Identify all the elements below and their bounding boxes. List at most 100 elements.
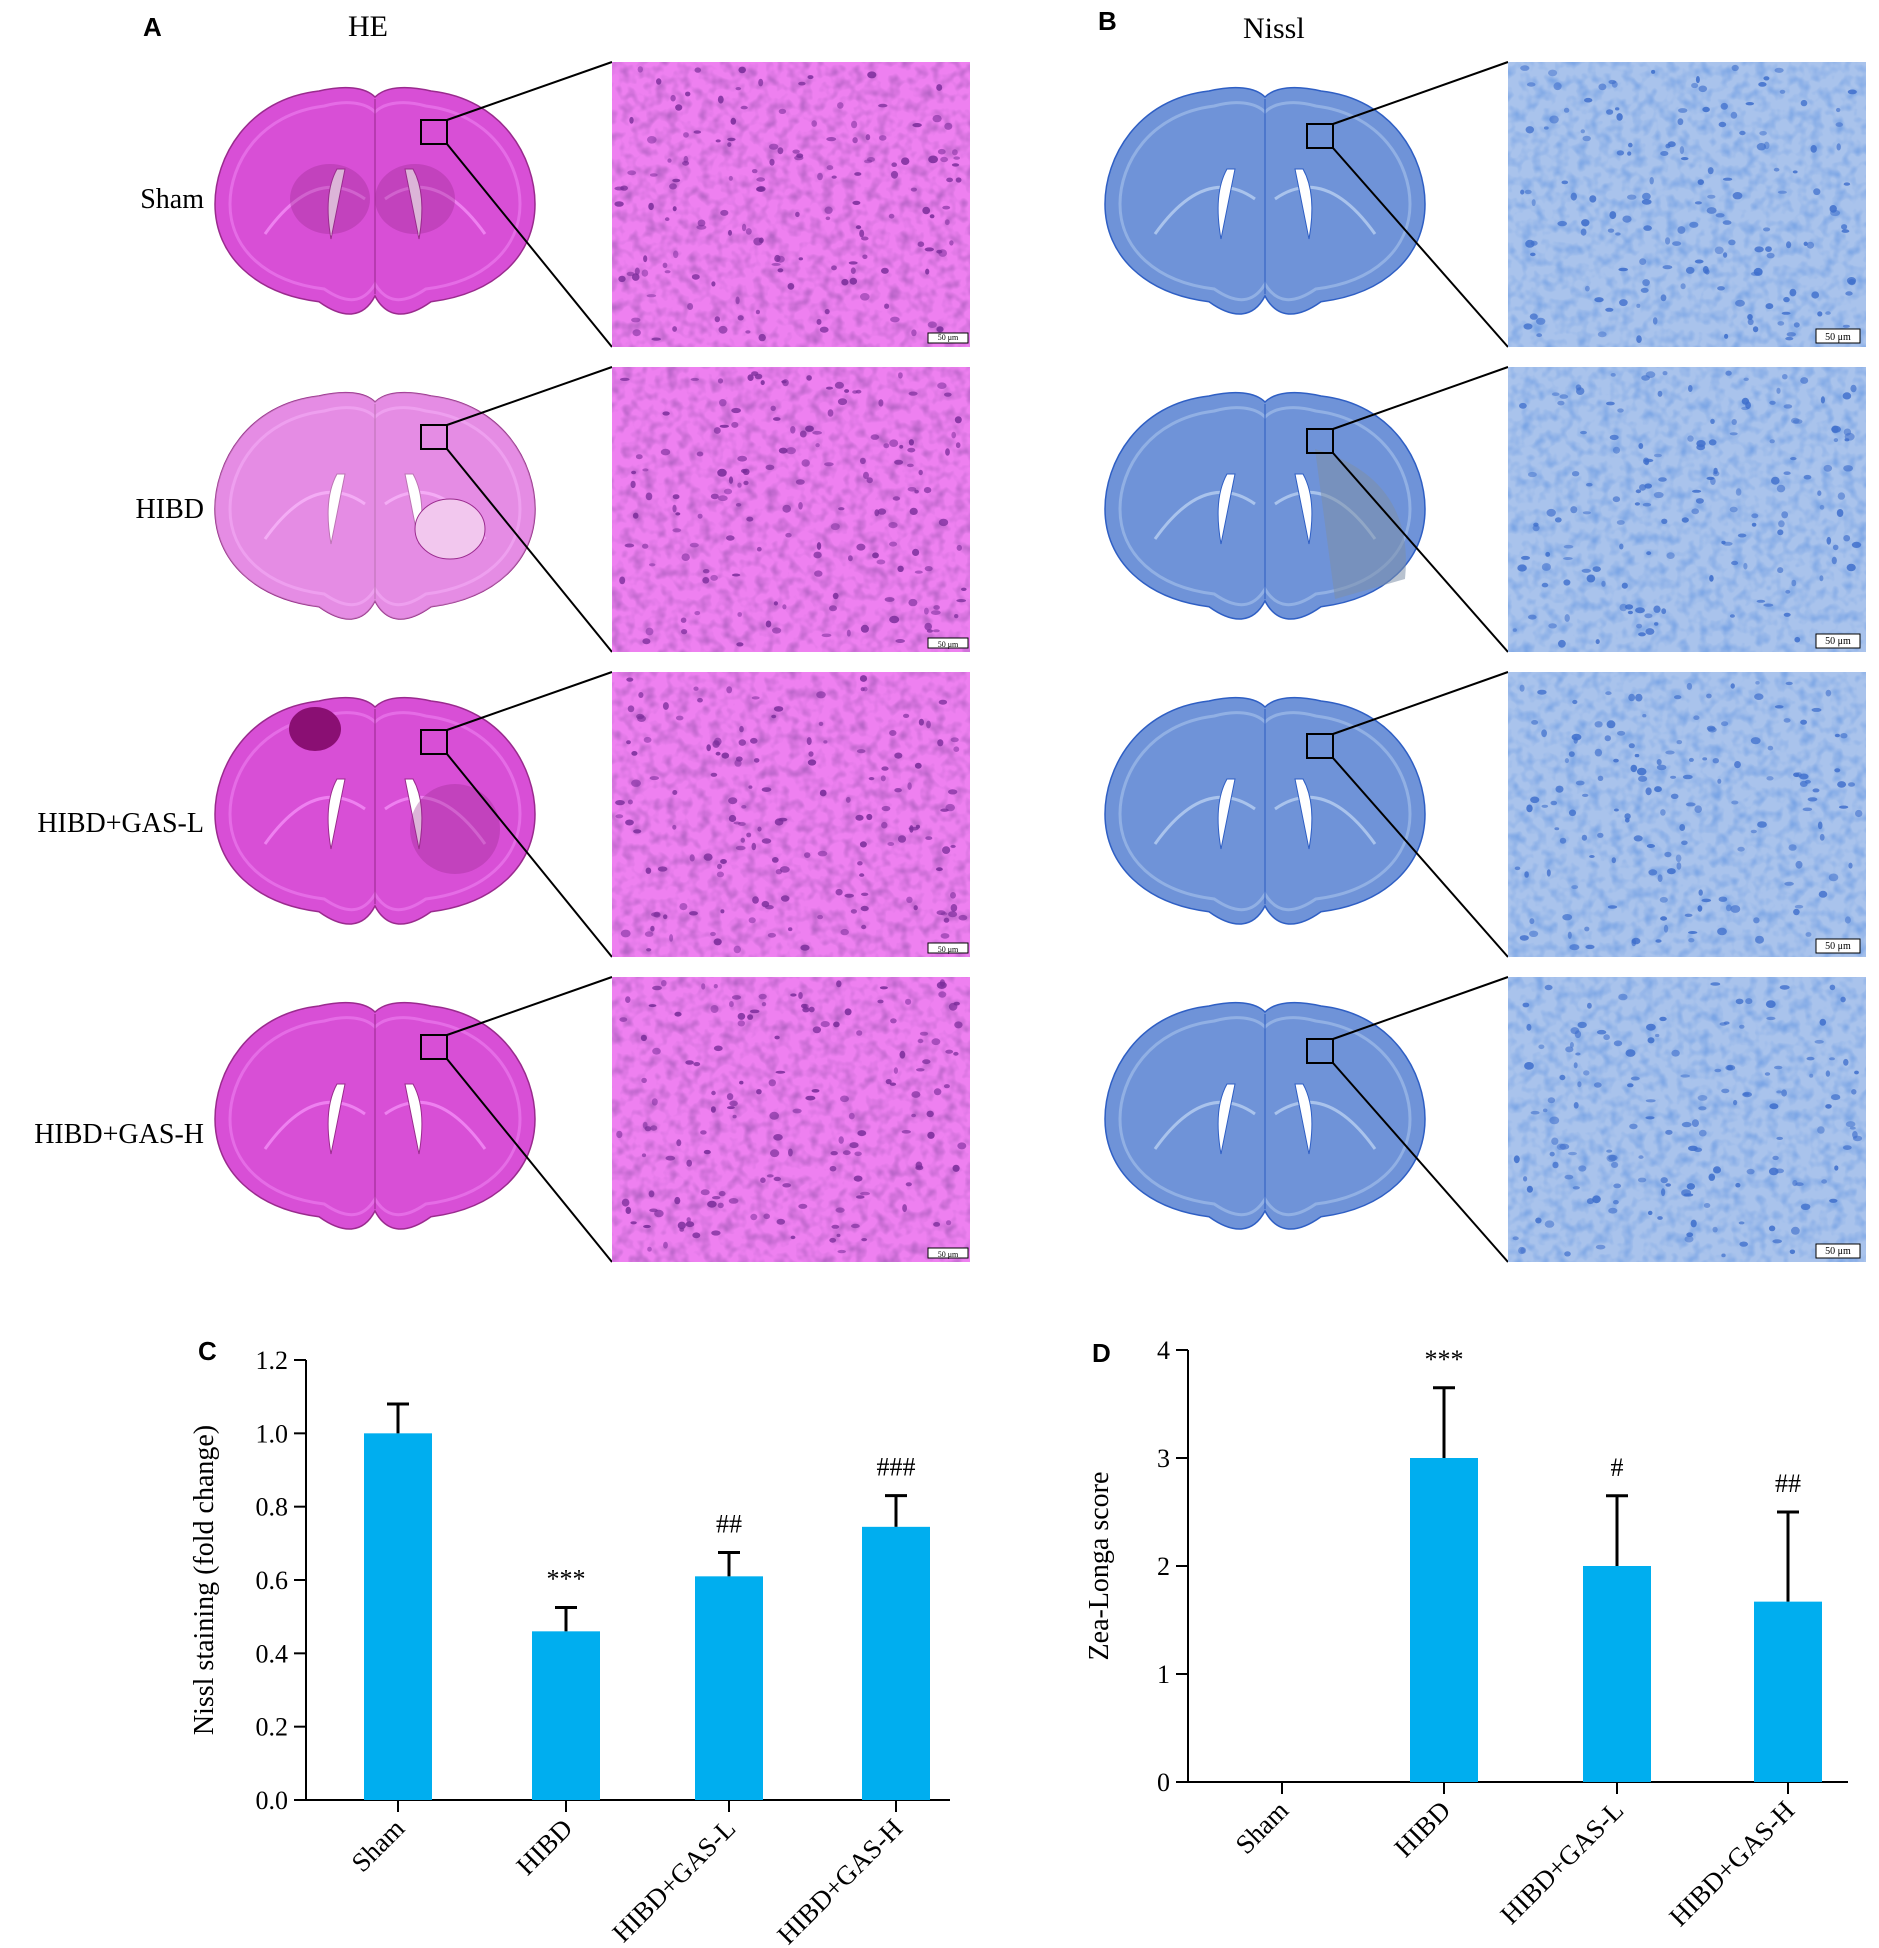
cell-nucleus bbox=[756, 177, 766, 182]
zoom-connector bbox=[446, 753, 613, 958]
cell-nucleus bbox=[718, 325, 728, 334]
cell-nucleus bbox=[715, 751, 721, 756]
row-label-hibd: HIBD bbox=[136, 494, 204, 525]
cell-nucleus bbox=[631, 751, 638, 756]
cell-nucleus bbox=[911, 1091, 921, 1098]
cell-nucleus bbox=[651, 1098, 658, 1106]
cell-nucleus bbox=[1811, 291, 1820, 299]
cell-nucleus bbox=[1746, 1168, 1755, 1175]
cell-nucleus bbox=[1660, 916, 1668, 921]
cell-nucleus bbox=[1800, 1203, 1811, 1211]
scale-bar-label: 50 μm bbox=[1825, 332, 1851, 343]
cell-nucleus bbox=[693, 1062, 701, 1067]
cell-nucleus bbox=[1645, 628, 1655, 635]
cell-nucleus bbox=[1842, 1145, 1852, 1150]
cell-nucleus bbox=[815, 443, 820, 448]
cell-nucleus bbox=[1675, 854, 1682, 863]
row-label-hibd-gas-l: HIBD+GAS-L bbox=[37, 808, 204, 839]
cell-nucleus bbox=[1844, 438, 1850, 442]
cell-nucleus bbox=[1836, 509, 1844, 517]
cell-nucleus bbox=[1641, 375, 1650, 381]
cell-nucleus bbox=[1829, 1198, 1838, 1203]
cell-nucleus bbox=[1606, 1149, 1613, 1153]
significance-label: ## bbox=[716, 1510, 742, 1539]
y-tick-label: 0.6 bbox=[256, 1566, 289, 1595]
cell-nucleus bbox=[915, 1161, 923, 1169]
hippocampus-arc bbox=[1274, 185, 1377, 235]
cell-nucleus bbox=[1580, 228, 1587, 236]
cell-nucleus bbox=[1562, 914, 1573, 921]
cell-nucleus bbox=[932, 114, 942, 123]
cell-nucleus bbox=[894, 788, 902, 793]
cell-nucleus bbox=[1845, 291, 1853, 296]
cell-nucleus bbox=[1559, 1143, 1570, 1150]
cell-nucleus bbox=[1829, 1057, 1835, 1061]
cell-nucleus bbox=[1616, 113, 1623, 121]
cell-nucleus bbox=[1795, 1182, 1804, 1187]
cell-nucleus bbox=[881, 766, 889, 771]
cell-nucleus bbox=[930, 610, 941, 615]
cell-nucleus bbox=[938, 991, 947, 998]
cell-nucleus bbox=[672, 494, 680, 500]
cell-nucleus bbox=[1519, 935, 1529, 941]
cell-nucleus bbox=[706, 744, 711, 752]
cell-nucleus bbox=[735, 756, 743, 762]
cell-nucleus bbox=[1743, 1092, 1750, 1096]
cell-nucleus bbox=[1609, 211, 1617, 220]
cell-nucleus bbox=[766, 1174, 774, 1178]
cell-nucleus bbox=[830, 523, 840, 531]
cell-nucleus bbox=[1645, 787, 1652, 796]
cell-nucleus bbox=[950, 904, 958, 912]
cell-nucleus bbox=[1766, 776, 1774, 781]
cell-nucleus bbox=[1627, 194, 1637, 200]
cell-nucleus bbox=[719, 424, 729, 428]
cell-nucleus bbox=[775, 1070, 786, 1074]
cell-nucleus bbox=[735, 87, 742, 91]
cell-nucleus bbox=[1557, 220, 1567, 227]
cell-nucleus bbox=[1638, 443, 1644, 449]
cell-nucleus bbox=[710, 574, 718, 581]
cell-nucleus bbox=[1549, 1151, 1555, 1157]
cell-nucleus bbox=[926, 629, 934, 633]
cell-nucleus bbox=[1698, 85, 1708, 93]
brain-slice bbox=[214, 391, 536, 620]
cell-nucleus bbox=[1790, 457, 1797, 461]
cell-nucleus bbox=[943, 1084, 950, 1089]
cell-nucleus bbox=[1730, 111, 1738, 119]
cell-nucleus bbox=[911, 1113, 916, 1118]
y-tick-label: 0 bbox=[1157, 1768, 1170, 1797]
cell-nucleus bbox=[795, 479, 805, 485]
cell-nucleus bbox=[1576, 387, 1585, 395]
cell-nucleus bbox=[1585, 285, 1590, 292]
zoom-texture bbox=[612, 62, 970, 347]
cell-nucleus bbox=[1564, 1174, 1574, 1180]
cell-nucleus bbox=[1567, 931, 1572, 939]
cell-nucleus bbox=[687, 303, 694, 310]
cell-nucleus bbox=[1625, 1049, 1636, 1057]
zoom-texture bbox=[1508, 62, 1866, 347]
cell-nucleus bbox=[908, 439, 915, 446]
ventricle bbox=[1294, 473, 1313, 545]
cell-nucleus bbox=[929, 214, 935, 219]
cell-nucleus bbox=[1819, 1018, 1827, 1026]
cell-nucleus bbox=[730, 117, 737, 125]
cell-nucleus bbox=[776, 255, 785, 263]
cell-nucleus bbox=[1849, 1126, 1856, 1130]
cell-nucleus bbox=[672, 504, 677, 513]
cell-nucleus bbox=[1681, 1121, 1692, 1128]
cell-nucleus bbox=[686, 1159, 692, 1167]
cell-nucleus bbox=[1693, 715, 1700, 720]
cell-nucleus bbox=[951, 163, 960, 167]
cell-nucleus bbox=[1587, 1002, 1592, 1009]
cell-nucleus bbox=[1785, 336, 1794, 341]
cell-nucleus bbox=[870, 434, 880, 440]
cell-nucleus bbox=[1843, 535, 1851, 542]
cell-nucleus bbox=[703, 853, 713, 861]
cell-nucleus bbox=[1517, 564, 1527, 572]
cell-nucleus bbox=[1578, 1165, 1587, 1172]
cell-nucleus bbox=[720, 909, 725, 914]
y-tick-label: 1 bbox=[1157, 1660, 1170, 1689]
cell-nucleus bbox=[1631, 937, 1641, 945]
cell-nucleus bbox=[1739, 130, 1746, 136]
